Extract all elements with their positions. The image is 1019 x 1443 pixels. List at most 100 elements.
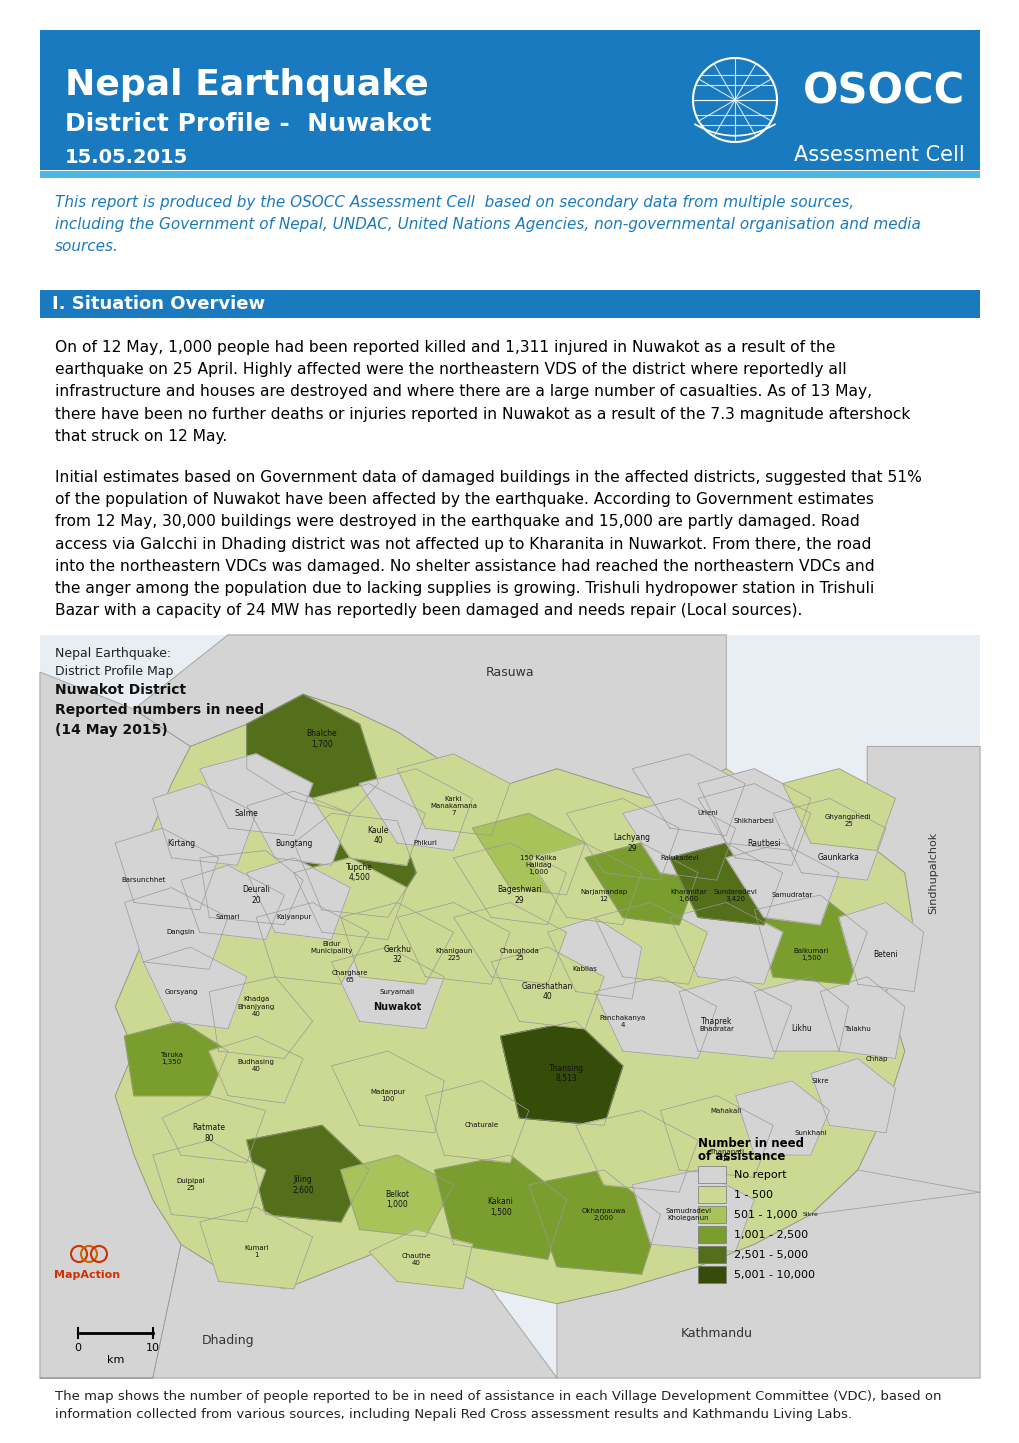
- Text: Sundaradevi
3,420: Sundaradevi 3,420: [713, 889, 757, 902]
- Polygon shape: [576, 1111, 697, 1192]
- Text: Samari: Samari: [216, 915, 240, 921]
- Polygon shape: [247, 1126, 369, 1222]
- Polygon shape: [360, 769, 472, 850]
- Polygon shape: [819, 977, 904, 1059]
- Polygon shape: [632, 1170, 754, 1251]
- Text: Deurali
20: Deurali 20: [243, 886, 270, 905]
- Text: Kakani
1,500: Kakani 1,500: [487, 1198, 513, 1216]
- Polygon shape: [754, 977, 848, 1051]
- Text: Rautbesi: Rautbesi: [746, 838, 780, 847]
- Text: Chauthe
40: Chauthe 40: [400, 1253, 430, 1266]
- Text: MapAction: MapAction: [54, 1270, 120, 1280]
- Polygon shape: [679, 977, 791, 1059]
- Text: Rasuwa: Rasuwa: [485, 665, 534, 678]
- Polygon shape: [200, 753, 312, 835]
- Text: Mahakali: Mahakali: [710, 1108, 741, 1114]
- Polygon shape: [528, 843, 641, 925]
- Text: Belkot
1,000: Belkot 1,000: [385, 1190, 409, 1209]
- Text: Nuwakot District: Nuwakot District: [55, 683, 185, 697]
- Polygon shape: [312, 784, 425, 866]
- Text: Reported numbers in need: Reported numbers in need: [55, 703, 264, 717]
- Bar: [40, 30, 979, 170]
- Bar: [40, 290, 979, 317]
- Polygon shape: [594, 902, 707, 984]
- Polygon shape: [340, 1154, 453, 1237]
- Polygon shape: [115, 828, 218, 911]
- Polygon shape: [491, 947, 603, 1029]
- Polygon shape: [556, 1170, 979, 1378]
- Bar: [697, 1266, 726, 1283]
- Polygon shape: [585, 843, 697, 925]
- Text: Gorsyang: Gorsyang: [164, 988, 198, 994]
- Bar: [697, 1247, 726, 1263]
- Polygon shape: [839, 902, 922, 991]
- Text: Likhu: Likhu: [791, 1025, 811, 1033]
- Text: Karki
Manakamana
7: Karki Manakamana 7: [430, 797, 477, 815]
- Text: Tupche
4,500: Tupche 4,500: [345, 863, 373, 883]
- Text: 2,501 - 5,000: 2,501 - 5,000: [734, 1250, 807, 1260]
- Text: Balkumari
1,500: Balkumari 1,500: [793, 948, 827, 961]
- Polygon shape: [754, 895, 866, 984]
- Polygon shape: [735, 1081, 828, 1154]
- Text: of assistance: of assistance: [697, 1150, 785, 1163]
- Polygon shape: [594, 977, 716, 1059]
- Text: 0: 0: [74, 1343, 82, 1354]
- Text: Bhalche
1,700: Bhalche 1,700: [307, 729, 337, 749]
- Text: Nepal Earthquake:: Nepal Earthquake:: [55, 646, 171, 659]
- Text: Shikharbesi: Shikharbesi: [734, 818, 774, 824]
- Text: District Profile Map: District Profile Map: [55, 665, 173, 678]
- Text: Salme: Salme: [234, 810, 259, 818]
- Text: Chhap: Chhap: [864, 1055, 887, 1062]
- Polygon shape: [247, 859, 350, 939]
- Polygon shape: [115, 694, 913, 1303]
- Text: Phikuri: Phikuri: [413, 840, 437, 846]
- Text: Sindhupalchok: Sindhupalchok: [927, 831, 937, 913]
- Text: Sikre: Sikre: [811, 1078, 828, 1084]
- Polygon shape: [340, 902, 453, 984]
- Text: Lachyang
29: Lachyang 29: [613, 834, 650, 853]
- Text: Thanapati
18: Thanapati 18: [708, 1149, 743, 1162]
- Polygon shape: [124, 1022, 228, 1095]
- Bar: [697, 1186, 726, 1203]
- Text: 10: 10: [146, 1343, 160, 1354]
- Polygon shape: [472, 814, 585, 895]
- Text: District Profile -  Nuwakot: District Profile - Nuwakot: [65, 113, 431, 136]
- Text: Nuwakot: Nuwakot: [373, 1001, 421, 1012]
- Polygon shape: [697, 784, 810, 866]
- Text: Bungtang: Bungtang: [275, 838, 312, 847]
- Text: Ratmate
80: Ratmate 80: [193, 1123, 225, 1143]
- Polygon shape: [434, 1154, 566, 1260]
- Polygon shape: [153, 784, 256, 866]
- Polygon shape: [200, 850, 303, 925]
- Text: Kumari
1: Kumari 1: [244, 1245, 268, 1258]
- Text: Thaprek: Thaprek: [700, 1017, 732, 1026]
- Text: OSOCC: OSOCC: [802, 71, 964, 113]
- Polygon shape: [144, 947, 247, 1029]
- Text: km: km: [106, 1355, 123, 1365]
- Text: Ralukadevi: Ralukadevi: [659, 854, 698, 861]
- Polygon shape: [500, 1022, 623, 1126]
- Text: Nepal Earthquake: Nepal Earthquake: [65, 68, 428, 102]
- Polygon shape: [697, 769, 810, 850]
- Text: Assessment Cell: Assessment Cell: [794, 144, 964, 165]
- Text: Number in need: Number in need: [697, 1137, 803, 1150]
- Polygon shape: [669, 843, 782, 925]
- Polygon shape: [810, 746, 979, 1215]
- Text: Okharpauwa
2,000: Okharpauwa 2,000: [581, 1208, 626, 1221]
- Polygon shape: [369, 1229, 472, 1289]
- Bar: [40, 635, 979, 1378]
- Polygon shape: [293, 814, 416, 918]
- Text: Suryamali: Suryamali: [379, 988, 415, 994]
- Text: Chaughoda
25: Chaughoda 25: [499, 948, 539, 961]
- Polygon shape: [566, 798, 679, 880]
- Text: Beteni: Beteni: [873, 949, 898, 960]
- Polygon shape: [726, 843, 839, 925]
- Text: I. Situation Overview: I. Situation Overview: [52, 294, 265, 313]
- Text: Kalyanpur: Kalyanpur: [276, 915, 311, 921]
- Text: Kabilas: Kabilas: [573, 967, 597, 973]
- Bar: [40, 172, 979, 177]
- Polygon shape: [772, 798, 886, 880]
- Polygon shape: [331, 947, 443, 1029]
- Text: Gerkhu
32: Gerkhu 32: [383, 945, 411, 964]
- Text: 5,001 - 10,000: 5,001 - 10,000: [734, 1270, 814, 1280]
